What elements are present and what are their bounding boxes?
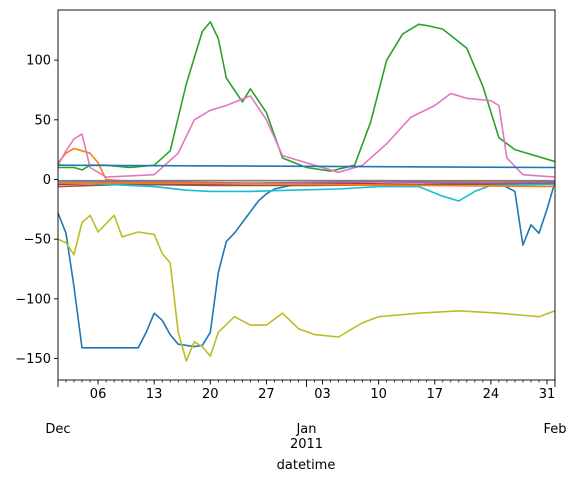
x-year-label-1: 2011 xyxy=(290,437,323,452)
x-tick-label-0: 06 xyxy=(90,387,107,402)
x-tick-label-6: 17 xyxy=(426,387,443,402)
x-tick-label-3: 27 xyxy=(258,387,275,402)
x-axis-title: datetime xyxy=(277,458,336,473)
x-tick-label-2: 20 xyxy=(202,387,219,402)
y-tick-label-3: −50 xyxy=(24,233,51,248)
x-tick-label-7: 24 xyxy=(483,387,500,402)
x-month-label-1: Jan xyxy=(295,422,316,437)
y-tick-label-1: 50 xyxy=(34,113,51,128)
x-month-label-2: Feb xyxy=(543,422,566,437)
x-tick-label-5: 10 xyxy=(370,387,387,402)
y-tick-label-2: 0 xyxy=(43,173,51,188)
x-tick-label-8: 31 xyxy=(539,387,556,402)
y-tick-label-0: 100 xyxy=(26,54,51,69)
x-tick-label-4: 03 xyxy=(314,387,331,402)
x-tick-label-1: 13 xyxy=(146,387,163,402)
plot-area xyxy=(58,10,555,380)
y-tick-label-5: −150 xyxy=(15,352,51,367)
x-month-label-0: Dec xyxy=(45,422,70,437)
y-tick-label-4: −100 xyxy=(15,292,51,307)
